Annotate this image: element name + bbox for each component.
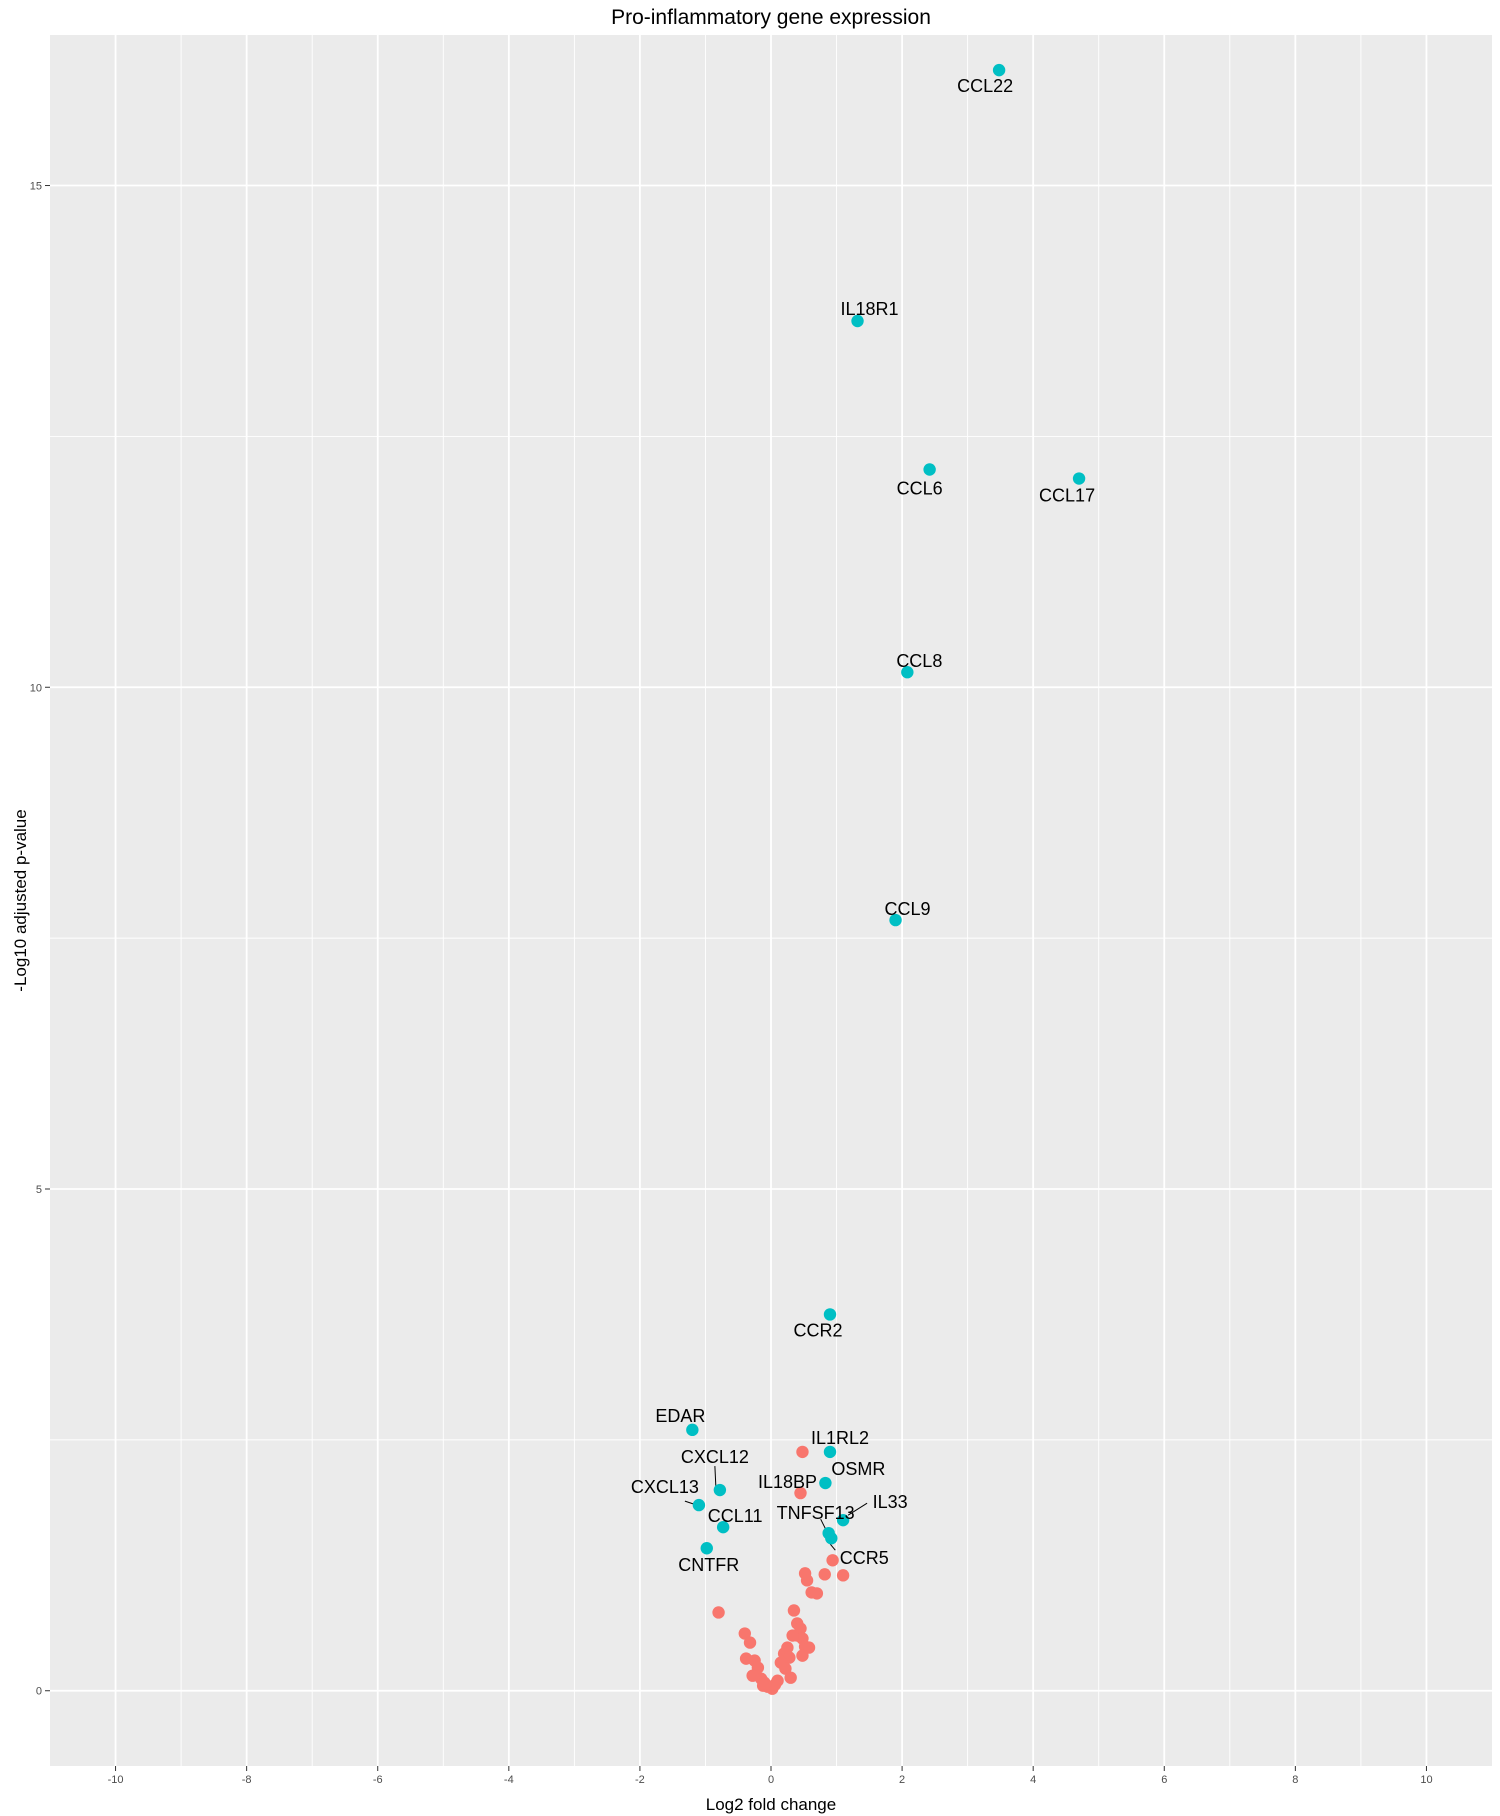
point-label-tnfsf13: TNFSF13 xyxy=(777,1503,855,1523)
point-label-cntfr: CNTFR xyxy=(678,1555,739,1575)
data-point-ccl6 xyxy=(923,463,936,476)
data-point xyxy=(810,1587,824,1600)
data-point xyxy=(800,1574,814,1587)
y-tick-label: 5 xyxy=(36,1184,42,1196)
point-label-ccl9: CCL9 xyxy=(885,899,931,919)
data-point xyxy=(768,1678,782,1691)
data-point xyxy=(786,1629,799,1642)
data-point-ccl9 xyxy=(889,913,902,927)
x-tick-label: 10 xyxy=(1420,1774,1432,1786)
point-label-osmr: OSMR xyxy=(831,1459,885,1479)
x-tick-label: -10 xyxy=(108,1774,124,1786)
data-point xyxy=(712,1606,725,1619)
point-label-ccl8: CCL8 xyxy=(896,651,942,671)
data-point-cntfr xyxy=(700,1542,713,1555)
connector-il33 xyxy=(847,1502,868,1516)
data-point xyxy=(818,1568,831,1581)
chart-title: Pro-inflammatory gene expression xyxy=(611,6,931,29)
point-label-il33: IL33 xyxy=(873,1492,908,1512)
y-tick-label: 0 xyxy=(36,1686,42,1698)
connector-cxcl12 xyxy=(714,1466,717,1488)
data-point-ccr2 xyxy=(823,1308,837,1321)
data-point-ccl8 xyxy=(901,666,914,679)
y-axis-title: -Log10 adjusted p-value xyxy=(11,809,30,991)
data-point xyxy=(784,1671,797,1684)
x-tick-label: 6 xyxy=(1161,1774,1167,1786)
data-point-edar xyxy=(686,1423,699,1437)
point-label-il18bp: IL18BP xyxy=(758,1472,817,1492)
data-point-il18r1 xyxy=(851,314,864,328)
data-point-ccl22 xyxy=(992,63,1006,77)
labeled-points xyxy=(686,63,1086,1555)
x-tick-label: 4 xyxy=(1030,1774,1036,1786)
data-point xyxy=(779,1662,792,1675)
point-label-cxcl12: CXCL12 xyxy=(681,1447,749,1467)
data-point xyxy=(743,1636,757,1649)
data-point-il18bp xyxy=(794,1486,807,1500)
data-point-ccr5 xyxy=(825,1532,838,1545)
point-label-ccr5: CCR5 xyxy=(840,1548,889,1568)
point-labels: CCL22 IL18R1 CCL6 CCL17 CCL8 CCL9 CCR2 EDAR IL1R… xyxy=(631,76,1095,1575)
y-tick-label: 10 xyxy=(30,682,42,694)
x-tick-label: -4 xyxy=(504,1774,514,1786)
data-point xyxy=(796,1445,809,1459)
y-axis: 0 5 10 15 xyxy=(30,181,50,1698)
data-point xyxy=(756,1679,770,1692)
point-label-ccl22: CCL22 xyxy=(957,76,1013,96)
point-label-ccr2: CCR2 xyxy=(793,1320,842,1340)
data-point xyxy=(787,1604,801,1617)
point-label-ccl17: CCL17 xyxy=(1039,486,1095,506)
unlabeled-points xyxy=(712,1445,850,1695)
point-label-il18r1: IL18R1 xyxy=(840,299,898,319)
data-point-cxcl13 xyxy=(692,1498,706,1512)
data-point-cxcl12 xyxy=(713,1483,727,1497)
x-tick-label: 0 xyxy=(768,1774,774,1786)
x-axis: -10 -8 -6 -4 -2 0 2 4 6 8 10 xyxy=(108,1766,1433,1786)
x-tick-label: -2 xyxy=(635,1774,645,1786)
x-axis-title: Log2 fold change xyxy=(706,1795,836,1814)
y-tick-label: 15 xyxy=(30,181,42,193)
major-gridlines xyxy=(50,35,1492,1766)
data-point-osmr xyxy=(819,1476,832,1490)
connector-ccr5 xyxy=(829,1543,836,1551)
data-point-il1rl2 xyxy=(823,1445,837,1459)
x-tick-label: 8 xyxy=(1292,1774,1298,1786)
point-label-il1rl2: IL1RL2 xyxy=(811,1428,869,1448)
point-label-ccl6: CCL6 xyxy=(897,479,943,499)
data-point-ccl17 xyxy=(1072,472,1086,485)
data-point-il33 xyxy=(836,1513,850,1527)
point-label-cxcl13: CXCL13 xyxy=(631,1477,699,1497)
point-label-ccl11: CCL11 xyxy=(708,1506,763,1526)
data-point-ccl11 xyxy=(716,1520,730,1534)
point-label-edar: EDAR xyxy=(655,1406,705,1426)
data-point xyxy=(826,1554,839,1567)
x-tick-label: -8 xyxy=(242,1774,252,1786)
data-point xyxy=(836,1569,850,1582)
data-point xyxy=(738,1627,751,1640)
x-tick-label: 2 xyxy=(899,1774,905,1786)
data-point xyxy=(796,1649,809,1662)
x-tick-label: -6 xyxy=(373,1774,383,1786)
